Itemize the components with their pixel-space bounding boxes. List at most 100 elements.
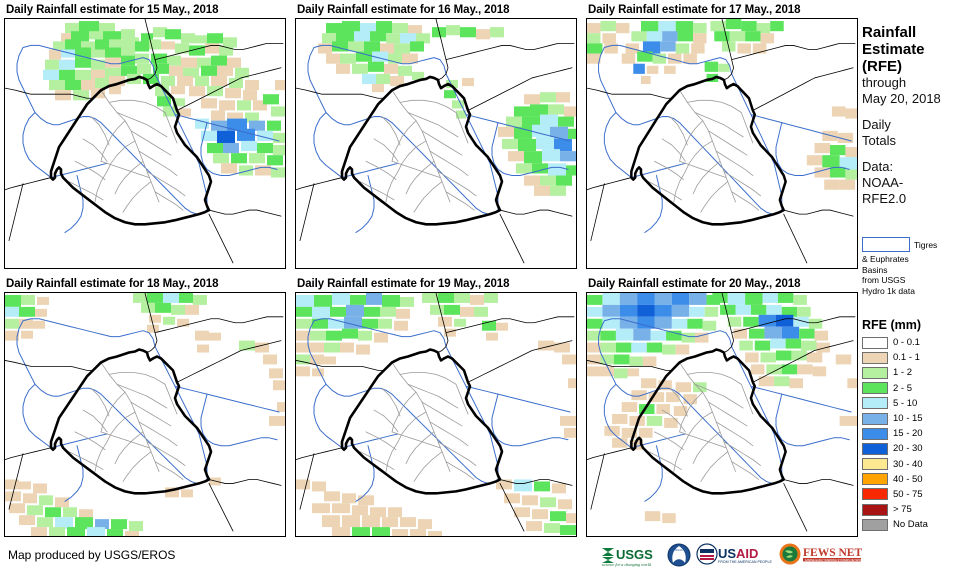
precip-cell: [691, 43, 705, 54]
precip-cell: [675, 21, 694, 34]
panel-title-4: Daily Rainfall estimate for 19 May., 201…: [297, 278, 510, 290]
precip-cell: [271, 167, 285, 178]
precip-cell: [683, 53, 697, 64]
precip-cell: [91, 69, 105, 80]
precip-cell: [486, 332, 498, 341]
through-date: May 20, 2018: [862, 91, 941, 106]
precip-cell: [376, 21, 392, 34]
precip-cell: [91, 59, 105, 70]
precip-cell: [637, 304, 655, 317]
precip-cell: [376, 73, 390, 85]
precip-cell: [79, 509, 93, 520]
map-frame-3[interactable]: [4, 292, 286, 537]
precip-cell: [664, 417, 678, 428]
precip-cell: [380, 43, 394, 54]
governorate-line: [397, 140, 427, 172]
governorate-line: [391, 120, 417, 162]
governorate-line: [740, 383, 754, 415]
precip-cell: [312, 318, 328, 329]
precip-cell: [171, 86, 185, 95]
neighbor-border-0: [5, 87, 94, 241]
map-frame-4[interactable]: [295, 292, 577, 537]
precip-cell: [201, 98, 217, 109]
precip-cell: [619, 316, 638, 329]
map-frame-2[interactable]: [586, 18, 858, 269]
governorate-line: [413, 181, 443, 213]
precip-cell: [181, 57, 197, 68]
governorate-line: [684, 140, 713, 172]
precip-cell: [386, 33, 400, 44]
precip-cell: [400, 517, 416, 528]
precip-cell: [600, 330, 616, 341]
geo-layer-5: [587, 293, 856, 532]
precip-cell: [137, 63, 151, 74]
map-frame-5[interactable]: [586, 292, 858, 537]
precip-cell: [155, 302, 171, 313]
precip-cell: [31, 527, 47, 536]
precip-cell: [637, 293, 655, 305]
precip-cell: [105, 67, 121, 78]
governorate-line: [391, 391, 417, 433]
legend-swatch: [862, 382, 888, 395]
precip-cell: [396, 308, 410, 319]
noaa-logo: NOAA: [667, 542, 691, 568]
precip-cell: [641, 75, 651, 85]
legend-row: 50 - 75: [862, 487, 967, 502]
precip-cell: [725, 19, 742, 30]
precip-cell: [534, 185, 550, 196]
legend-swatch: [862, 473, 888, 486]
rfe-legend: RFE (mm) 0 - 0.1 0.1 - 1 1 - 2 2 - 5 5 - 10 1…: [862, 318, 967, 532]
precip-cell: [532, 163, 548, 174]
precip-cell: [153, 63, 169, 74]
governorate-boundaries: [648, 362, 761, 482]
precip-cell: [587, 43, 603, 54]
precip-cell: [245, 112, 259, 123]
precip-cell: [312, 481, 326, 492]
precip-cell: [524, 94, 540, 105]
basin-line5: Hydro 1k data: [862, 285, 915, 296]
precip-cell: [89, 31, 103, 40]
precip-cell: [777, 293, 794, 303]
precip-cell: [646, 65, 659, 74]
precip-cell: [476, 29, 490, 40]
basin-line4: from USGS: [862, 275, 906, 285]
governorate-line: [708, 401, 748, 427]
precip-cell: [73, 90, 89, 101]
precip-cell: [5, 491, 21, 502]
precip-cell: [75, 57, 91, 68]
precip-cell: [324, 342, 340, 353]
precip-cell: [277, 402, 285, 413]
governorate-line: [106, 140, 136, 172]
precip-cell: [430, 304, 444, 315]
precip-cell: [275, 79, 285, 91]
precip-cell: [737, 43, 751, 54]
precip-cell: [646, 31, 663, 42]
panel-title-3: Daily Rainfall estimate for 18 May., 201…: [6, 278, 219, 290]
precip-cell: [550, 185, 566, 196]
governorate-line: [116, 383, 168, 409]
precip-cell: [831, 106, 846, 117]
neighbor-border-0: [587, 87, 673, 241]
precip-cell: [362, 515, 380, 528]
precip-cell: [675, 382, 692, 393]
precip-cell: [631, 342, 647, 353]
precip-cell: [263, 94, 279, 105]
precip-cell: [702, 320, 717, 331]
precip-cell: [662, 513, 676, 524]
precip-cell: [121, 65, 137, 76]
precip-cell: [368, 61, 384, 72]
precip-cell: [269, 415, 285, 426]
precip-cell: [360, 23, 376, 34]
map-frame-1[interactable]: [295, 18, 577, 269]
precip-cell: [161, 75, 175, 87]
map-frame-0[interactable]: [4, 18, 286, 269]
precip-cell: [161, 41, 175, 50]
precip-cell: [81, 79, 95, 91]
precip-cell: [446, 79, 458, 89]
precip-cell: [67, 527, 85, 536]
precip-cell: [273, 132, 285, 143]
precip-cell: [654, 316, 672, 329]
precip-cell: [654, 304, 672, 317]
governorate-line: [106, 411, 136, 443]
precip-cell: [749, 328, 765, 339]
